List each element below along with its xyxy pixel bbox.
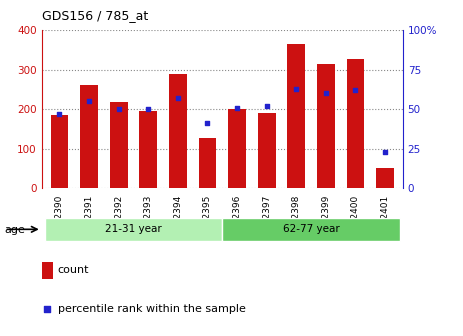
Bar	[139, 111, 157, 188]
Point	[204, 121, 211, 126]
Point	[322, 91, 330, 96]
Point	[382, 149, 389, 155]
Point	[352, 88, 359, 93]
Point	[263, 103, 270, 109]
Text: 62-77 year: 62-77 year	[283, 224, 339, 234]
Bar	[317, 64, 335, 188]
Bar	[110, 102, 127, 188]
Point	[96, 245, 104, 251]
Bar	[44, 218, 222, 241]
Bar	[222, 218, 400, 241]
Bar	[347, 59, 364, 188]
Point	[115, 107, 122, 112]
Bar	[80, 85, 98, 188]
Point	[85, 99, 93, 104]
Bar	[50, 115, 69, 188]
Text: 21-31 year: 21-31 year	[105, 224, 162, 234]
Bar	[258, 113, 275, 188]
Text: percentile rank within the sample: percentile rank within the sample	[58, 304, 246, 314]
Point	[293, 86, 300, 91]
Bar	[376, 168, 394, 188]
Point	[56, 111, 63, 117]
Point	[233, 105, 241, 110]
Bar	[199, 138, 216, 188]
Bar	[169, 74, 187, 188]
Bar	[228, 109, 246, 188]
Text: GDS156 / 785_at: GDS156 / 785_at	[42, 9, 148, 22]
Point	[174, 95, 181, 101]
Point	[144, 107, 152, 112]
Text: count: count	[58, 265, 89, 276]
Text: age: age	[5, 225, 25, 235]
Bar	[288, 44, 305, 188]
